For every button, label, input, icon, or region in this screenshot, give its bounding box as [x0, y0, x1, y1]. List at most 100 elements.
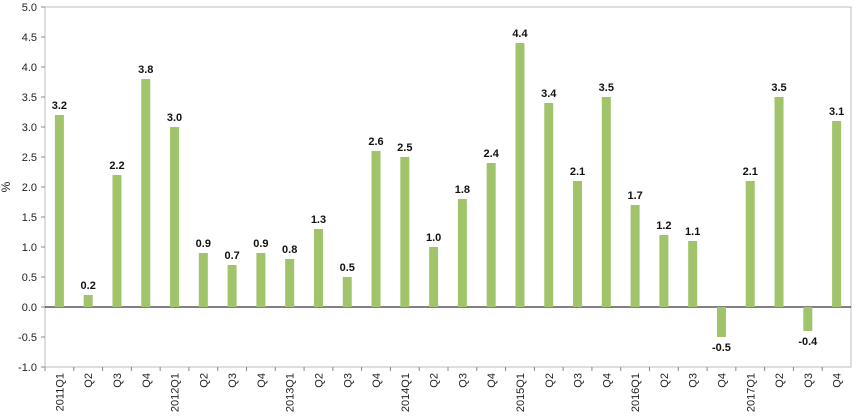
y-tick-label: 3.5	[22, 92, 37, 104]
y-axis-title: %	[0, 181, 13, 192]
data-label: 1.3	[311, 214, 326, 226]
x-tick-label: 2014Q1	[400, 373, 412, 412]
x-tick-label: Q2	[544, 373, 556, 388]
data-label: 2.5	[397, 142, 412, 154]
data-label: 1.0	[426, 232, 441, 244]
bar	[285, 259, 295, 307]
bar	[832, 121, 842, 307]
x-tick-label: 2017Q1	[745, 373, 757, 412]
x-tick-label: Q2	[83, 373, 95, 388]
x-tick-label: Q3	[227, 373, 239, 388]
y-tick-label: -1.0	[18, 362, 37, 374]
bar	[745, 181, 755, 307]
bar	[688, 241, 698, 307]
bar	[429, 247, 439, 307]
x-tick-label: 2012Q1	[170, 373, 182, 412]
bar	[400, 157, 410, 307]
y-tick-label: 0.5	[22, 272, 37, 284]
x-tick-label: Q4	[256, 373, 268, 388]
bar	[515, 43, 525, 307]
data-label: 2.6	[368, 136, 383, 148]
bar	[342, 277, 352, 307]
data-label: -0.5	[712, 342, 731, 354]
x-tick-label: Q2	[429, 373, 441, 388]
x-tick-label: Q3	[803, 373, 815, 388]
bar	[486, 163, 496, 307]
y-tick-label: 1.0	[22, 242, 37, 254]
bar	[256, 253, 266, 307]
data-label: 1.1	[685, 226, 700, 238]
bar	[54, 115, 64, 307]
bar	[313, 229, 323, 307]
x-tick-label: Q4	[832, 373, 844, 388]
x-tick-label: 2013Q1	[285, 373, 297, 412]
plot-frame	[44, 6, 852, 368]
data-label: 3.8	[138, 64, 153, 76]
bar	[457, 199, 467, 307]
bar	[630, 205, 640, 307]
x-tick-label: Q2	[659, 373, 671, 388]
data-label: 2.4	[484, 148, 500, 160]
bar	[716, 307, 726, 337]
bar	[659, 235, 669, 307]
x-tick-label: Q4	[716, 373, 728, 388]
data-label: 0.8	[282, 244, 297, 256]
data-label: 0.9	[253, 238, 268, 250]
data-label: 3.5	[599, 82, 614, 94]
bar	[198, 253, 208, 307]
x-tick-label: Q2	[313, 373, 325, 388]
x-tick-label: Q3	[688, 373, 700, 388]
x-tick-label: Q4	[486, 373, 498, 388]
bars	[54, 43, 842, 337]
data-label: 2.2	[109, 160, 124, 172]
data-label: 0.7	[224, 250, 239, 262]
data-label: 2.1	[743, 166, 758, 178]
y-tick-label: 1.5	[22, 212, 37, 224]
x-tick-label: Q4	[141, 373, 153, 388]
y-tick-label: 2.0	[22, 182, 37, 194]
x-tick-label: Q3	[573, 373, 585, 388]
plot-border	[44, 6, 852, 368]
data-label: 4.4	[512, 28, 528, 40]
bar	[774, 97, 784, 307]
data-label: 3.5	[771, 82, 786, 94]
bar	[601, 97, 611, 307]
bar	[371, 151, 381, 307]
data-label: 3.0	[167, 112, 182, 124]
bar	[227, 265, 237, 307]
data-label: 3.4	[541, 88, 557, 100]
y-axis: -1.0 -0.5 0.0 0.5 1.0 1.5 2.0 2.5 3.0 3.5 4.0 4.5 5.…	[18, 2, 45, 374]
x-axis: 2011Q1 Q2 Q3 Q4 2012Q1 Q2 Q3 Q4 2013Q1 Q2 Q3 Q4 2014…	[44, 367, 844, 412]
x-tick-label: 2011Q1	[54, 373, 66, 411]
x-tick-label: Q3	[342, 373, 354, 388]
data-label: -0.4	[798, 336, 818, 348]
y-tick-label: 5.0	[22, 2, 37, 14]
x-tick-label: Q3	[112, 373, 124, 388]
y-tick-label: 4.5	[22, 32, 37, 44]
y-tick-label: 3.0	[22, 122, 37, 134]
x-tick-label: Q4	[371, 373, 383, 388]
x-tick-label: Q3	[457, 373, 469, 388]
data-label: 0.5	[340, 262, 355, 274]
bar	[803, 307, 813, 331]
bar	[141, 79, 151, 307]
data-label: 3.2	[52, 100, 67, 112]
bar	[573, 181, 583, 307]
x-tick-label: Q2	[198, 373, 210, 388]
data-label: 1.8	[455, 184, 470, 196]
data-label: 1.2	[656, 220, 671, 232]
data-label: 0.2	[81, 280, 96, 292]
data-label: 0.9	[196, 238, 211, 250]
x-tick-label: 2016Q1	[630, 373, 642, 412]
y-tick-label: 0.0	[22, 302, 37, 314]
x-tick-label: Q4	[601, 373, 613, 388]
x-tick-label: 2015Q1	[515, 373, 527, 412]
y-tick-label: 4.0	[22, 62, 37, 74]
data-labels: 3.2 0.2 2.2 3.8 3.0 0.9 0.7 0.9 0.8 1.3 0.5 2.6 2.5 1…	[52, 28, 845, 354]
bar	[112, 175, 122, 307]
y-tick-label: -0.5	[18, 332, 37, 344]
data-label: 3.1	[829, 106, 844, 118]
data-label: 1.7	[627, 190, 642, 202]
data-label: 2.1	[570, 166, 585, 178]
